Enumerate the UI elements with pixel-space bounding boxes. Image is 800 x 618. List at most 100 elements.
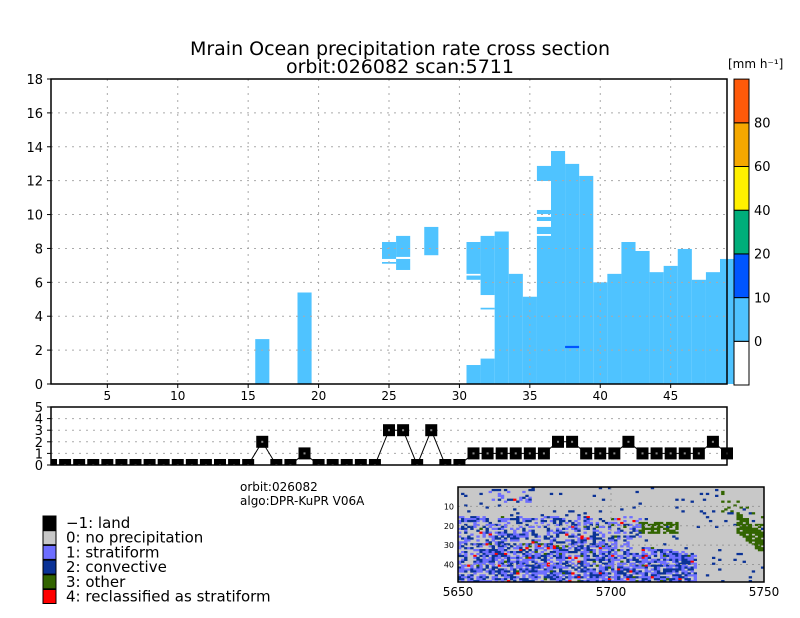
map-pixel	[461, 541, 465, 544]
map-pixel	[500, 535, 505, 538]
map-pixel	[513, 508, 517, 511]
map-pixel	[479, 578, 483, 581]
map-pixel	[644, 580, 649, 583]
precip-bar	[508, 273, 523, 384]
map-pixel	[666, 568, 670, 571]
map-pixel	[479, 527, 483, 530]
map-pixel	[598, 580, 603, 583]
map-pixel	[577, 566, 581, 569]
map-pixel	[522, 558, 526, 561]
map-pixel	[669, 549, 673, 552]
map-pixel	[577, 539, 581, 542]
map-pixel	[632, 578, 636, 581]
map-pixel	[641, 580, 645, 583]
map-pixel	[549, 570, 554, 573]
map-pixel	[571, 543, 575, 546]
map-pixel	[623, 550, 627, 554]
map-pixel	[488, 531, 492, 534]
map-pixel	[638, 566, 642, 569]
map-pixel	[607, 580, 612, 583]
map-pixel	[558, 576, 563, 579]
map-pixel	[666, 525, 670, 529]
map-pixel	[549, 576, 554, 579]
map-pixel	[586, 521, 590, 525]
map-pixel	[663, 527, 667, 530]
map-pixel	[604, 558, 609, 561]
map-pixel	[620, 578, 624, 581]
map-pixel	[684, 566, 688, 569]
rain-type-marker	[157, 459, 170, 465]
map-pixel	[632, 562, 636, 565]
legend-label: 0: no precipitation	[66, 529, 203, 547]
orbit-label: orbit:026082	[240, 480, 318, 494]
map-pixel	[494, 531, 499, 534]
precip-bar	[607, 273, 622, 384]
map-pixel	[721, 510, 725, 513]
map-pixel	[506, 521, 511, 525]
map-pixel	[748, 512, 753, 515]
map-pixel	[635, 529, 639, 532]
precip-bar	[536, 235, 552, 384]
map-pixel	[510, 578, 514, 581]
map-pixel	[558, 578, 563, 581]
map-pixel	[620, 508, 624, 511]
map-pixel	[537, 572, 541, 575]
map-pixel	[555, 549, 560, 552]
map-pixel	[681, 554, 685, 558]
map-pixel	[543, 574, 548, 577]
map-pixel	[611, 537, 615, 540]
map-pixel	[739, 506, 743, 509]
map-pixel	[644, 564, 649, 567]
map-pixel	[641, 547, 645, 550]
map-pixel	[565, 560, 569, 563]
map-pixel	[754, 523, 759, 527]
map-pixel	[595, 572, 600, 575]
map-pixel	[562, 574, 566, 577]
map-pixel	[574, 549, 578, 552]
map-pixel	[479, 558, 483, 561]
map-pixel	[543, 525, 548, 529]
map-pixel	[497, 550, 502, 554]
map-pixel	[742, 518, 746, 521]
map-pixel	[571, 510, 575, 513]
map-pixel	[629, 570, 633, 573]
map-pixel	[598, 556, 603, 560]
map-pixel	[666, 554, 670, 558]
map-pixel	[684, 556, 688, 560]
map-pixel	[558, 549, 563, 552]
map-pixel	[491, 572, 496, 575]
map-pixel	[525, 580, 529, 583]
map-pixel	[476, 578, 480, 581]
map-pixel	[458, 568, 462, 571]
map-pixel	[641, 549, 645, 552]
map-pixel	[574, 554, 578, 558]
map-pixel	[647, 556, 652, 560]
map-pixel	[659, 576, 664, 579]
map-pixel	[604, 550, 609, 554]
map-pixel	[644, 521, 649, 525]
map-pixel	[760, 539, 765, 542]
algo-label: algo:DPR-KuPR V06A	[240, 494, 365, 508]
map-pixel	[577, 527, 581, 530]
map-pixel	[516, 564, 520, 567]
map-pixel	[653, 568, 658, 571]
map-pixel	[510, 514, 514, 517]
map-pixel	[598, 543, 603, 546]
map-pixel	[546, 576, 551, 579]
marker-dot	[557, 440, 559, 443]
map-pixel	[583, 564, 587, 567]
map-pixel	[598, 537, 603, 540]
map-pixel	[684, 558, 688, 561]
map-pixel	[574, 556, 578, 560]
map-pixel	[635, 570, 639, 573]
precip-bar	[494, 231, 509, 384]
map-pixel	[519, 568, 523, 571]
map-pixel	[491, 566, 496, 569]
map-pixel	[687, 560, 691, 563]
map-pixel	[675, 556, 679, 560]
map-pixel	[568, 550, 572, 554]
map-pixel	[592, 580, 596, 583]
map-pixel	[656, 560, 661, 563]
map-pixel	[675, 566, 679, 569]
map-pixel	[525, 494, 529, 497]
